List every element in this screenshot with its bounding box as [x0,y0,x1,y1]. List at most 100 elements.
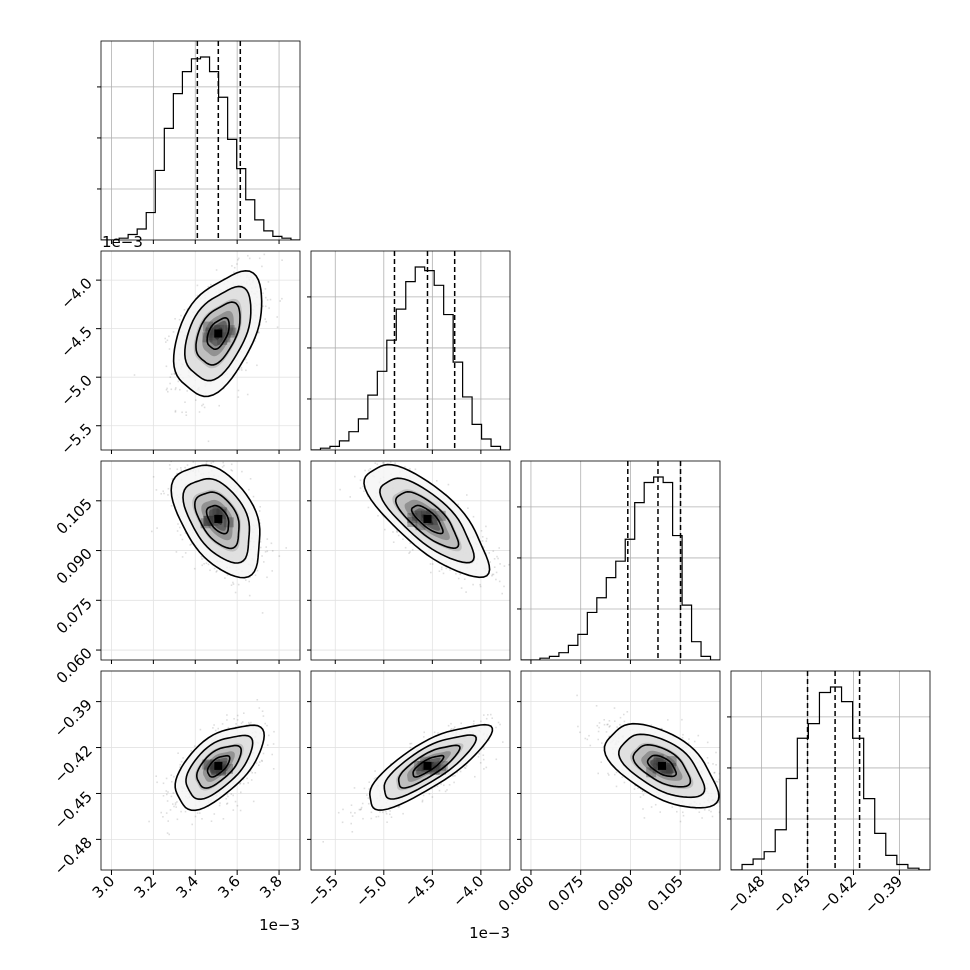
scatter-point [271,550,274,552]
scatter-point [264,318,266,320]
scatter-point [483,714,485,716]
contour-line [206,316,230,350]
density-cell [200,518,211,529]
axes-frame [520,460,721,661]
scatter-point [479,762,482,764]
scatter-point [409,468,411,470]
scatter-point [232,809,235,811]
scatter-point [266,744,269,746]
scatter-point [261,710,264,712]
contour-line [410,504,444,535]
scatter-point [516,576,518,578]
scatter-point [430,571,432,574]
scatter-point [349,496,351,498]
density-cell [223,763,233,774]
scatter-point [201,818,203,820]
scatter-point [404,466,406,468]
scatter-point [479,585,482,588]
scatter-point [366,794,368,796]
scatter-point [493,566,496,568]
scatter-point [682,733,684,736]
contour-line [185,734,254,801]
scatter-point [271,570,273,572]
scatter-point [508,563,510,566]
contour-line [394,490,460,550]
scatter-point [237,583,240,586]
scatter-point [241,470,243,473]
scatter-point [481,540,484,542]
scatter-point [242,782,245,785]
density-cell [426,508,437,519]
scatter-point [429,563,432,565]
scatter-point [248,594,251,597]
scatter-point [373,777,376,780]
scatter-point [213,724,215,726]
scatter-point [186,390,188,392]
scatter-point [166,793,168,796]
scatter-point [423,731,425,734]
scatter-point [212,727,214,729]
density-cell [202,759,213,770]
scatter-point [174,373,176,375]
scatter-point [165,389,168,391]
scatter-point [367,797,370,799]
scatter-point [389,810,391,812]
scatter-point [261,265,263,268]
contour-line [174,724,266,812]
scatter-point [434,786,436,788]
density-cell [217,507,228,518]
scatter-point [165,812,168,814]
scatter-point [263,253,266,256]
scatter-point [173,805,175,808]
density-cell [407,513,418,523]
scatter-point [220,452,222,454]
scatter-point [223,387,225,390]
contour-line [363,463,491,579]
scatter-point [226,714,228,716]
scatter-point [148,820,150,823]
density-cell [215,765,226,775]
scatter-point [167,820,169,822]
scatter-point [642,794,645,796]
scatter-point [358,808,361,811]
scatter-point [431,796,434,798]
scatter-point [170,373,173,375]
scatter-point [184,810,187,813]
scatter-point [201,558,203,560]
scatter-point [156,781,158,784]
scatter-point [241,369,243,371]
scatter-point [243,712,245,714]
scatter-point [260,546,262,549]
scatter-point [175,806,177,808]
scatter-point [338,454,340,456]
scatter-point [174,409,177,412]
scatter-point [453,726,456,728]
scatter-point [213,567,216,570]
scatter-point [374,462,377,464]
scatter-point [236,714,239,717]
scatter-point [185,411,187,413]
density-peak [214,329,223,338]
density-cell [427,515,438,526]
scatter-point [281,297,283,300]
scatter-point [447,483,450,486]
scatter-point [603,723,606,726]
scatter-point [385,810,387,813]
contour-line [196,744,243,789]
scatter-point [194,456,196,458]
scatter-point [245,369,247,372]
scatter-point [276,316,278,318]
scatter-point [178,318,181,321]
scatter-point [262,715,265,717]
scatter-point [235,726,237,728]
scatter-point [258,257,261,260]
scatter-point [285,547,287,549]
scatter-point [431,787,433,790]
scatter-point [579,731,581,734]
scatter-point [408,552,410,554]
scatter-point [361,802,364,805]
density-cell [217,334,228,345]
scatter-point [472,723,475,725]
scatter-point [253,223,255,225]
scatter-point [259,541,262,543]
